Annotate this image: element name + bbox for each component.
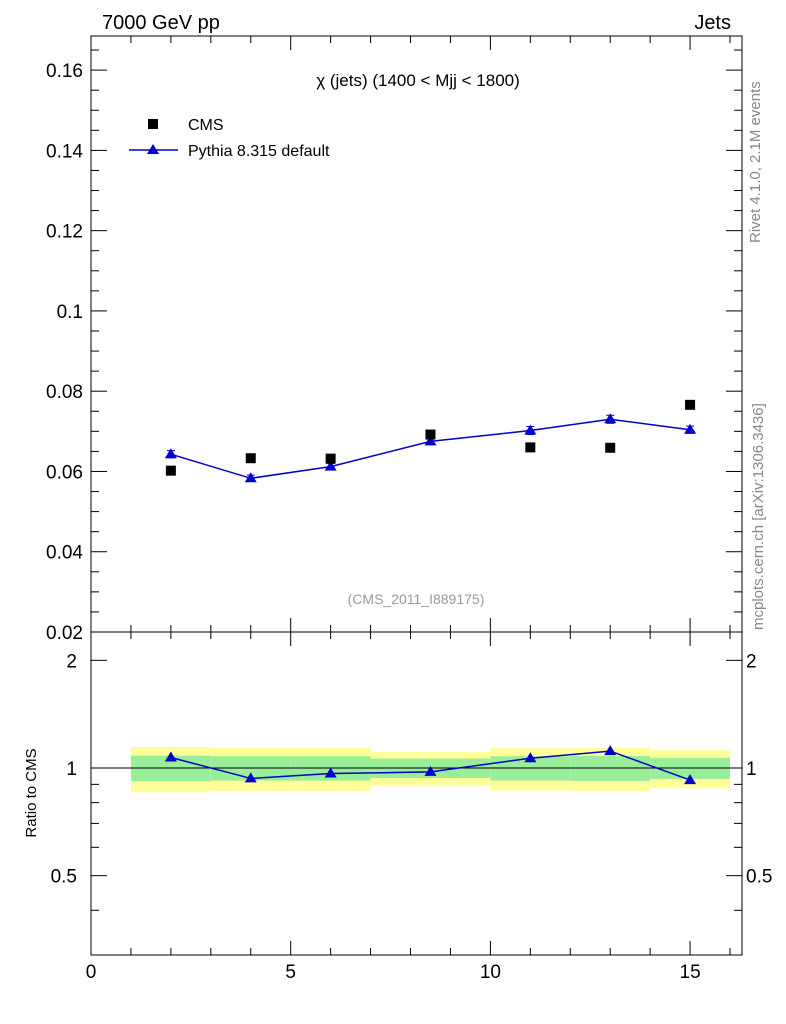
pythia-ratio-point — [244, 772, 257, 783]
x-tick-label: 15 — [680, 962, 701, 983]
main-y-tick-label: 0.04 — [46, 543, 83, 564]
main-plot-data — [164, 399, 697, 483]
rivet-info-label: Rivet 4.1.0, 2.1M events — [747, 81, 764, 243]
ratio-y-tick-label-left: 1 — [66, 759, 77, 780]
pythia-point — [244, 472, 257, 483]
ratio-axis-ticks: 0.5 0.5 1 1 2 2 — [51, 632, 772, 956]
legend-cms-marker — [148, 119, 158, 129]
legend-pythia-marker — [147, 144, 159, 154]
legend: CMS Pythia 8.315 default — [129, 117, 330, 160]
header-energy-label: 7000 GeV pp — [102, 12, 220, 34]
x-tick-label: 5 — [285, 962, 296, 983]
pythia-ratio-point — [524, 752, 537, 763]
x-axis-labels: 0 5 10 15 — [86, 962, 701, 983]
ratio-y-tick-label-right: 1 — [746, 759, 757, 780]
cms-point — [325, 453, 336, 464]
cms-point — [165, 465, 176, 476]
ratio-plot-panel: 0.5 0.5 1 1 2 2 Ratio to CMS — [23, 631, 772, 956]
main-y-tick-label: 0.16 — [46, 61, 83, 82]
plot-title: χ (jets) (1400 < Mjj < 1800) — [316, 71, 520, 90]
legend-pythia-label: Pythia 8.315 default — [188, 143, 330, 160]
cms-point — [425, 429, 436, 440]
main-y-tick-label: 0.14 — [46, 141, 83, 162]
pythia-ratio-point — [684, 774, 697, 785]
pythia-point — [324, 460, 337, 471]
pythia-point — [524, 424, 537, 435]
legend-cms-label: CMS — [188, 117, 224, 134]
ratio-plot-frame — [90, 631, 743, 956]
header-category-label: Jets — [694, 12, 731, 34]
cms-point — [245, 453, 256, 464]
main-y-tick-label: 0.08 — [46, 382, 83, 403]
pythia-point — [604, 413, 617, 424]
ratio-y-tick-label-left: 2 — [66, 651, 77, 672]
pythia-ratio-point — [424, 765, 437, 776]
pythia-ratio-point — [324, 767, 337, 778]
analysis-watermark: (CMS_2011_I889175) — [348, 591, 485, 607]
pythia-ratio-point — [164, 751, 177, 762]
main-y-tick-label: 0.02 — [46, 623, 83, 644]
pythia-ratio-point — [604, 745, 617, 756]
x-tick-label: 0 — [86, 962, 97, 983]
ratio-y-axis-label: Ratio to CMS — [23, 748, 40, 837]
main-axis-ticks: 0.02 0.04 0.06 0.08 0.1 0.12 0.14 0.16 — [46, 36, 742, 644]
pythia-point — [684, 423, 697, 434]
mcplots-info-label: mcplots.cern.ch [arXiv:1306.3436] — [750, 403, 767, 630]
ratio-y-tick-label-right: 0.5 — [746, 867, 772, 888]
ratio-plot-data — [164, 745, 697, 785]
cms-point — [605, 442, 616, 453]
x-tick-label: 10 — [480, 962, 501, 983]
main-y-tick-label: 0.06 — [46, 462, 83, 483]
main-plot-panel: 0.02 0.04 0.06 0.08 0.1 0.12 0.14 0.16 χ (jets)… — [46, 35, 743, 644]
pythia-point — [424, 435, 437, 446]
main-y-tick-label: 0.1 — [57, 302, 83, 323]
ratio-y-tick-label-left: 0.5 — [51, 867, 77, 888]
main-y-tick-label: 0.12 — [46, 222, 83, 243]
pythia-point — [164, 448, 177, 459]
ratio-y-tick-label-right: 2 — [746, 651, 757, 672]
cms-point — [525, 442, 536, 453]
cms-point — [685, 399, 696, 410]
